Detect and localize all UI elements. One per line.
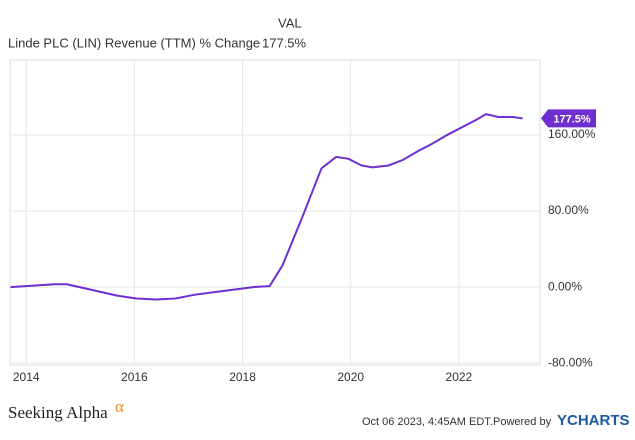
x-tick-label: 2022	[446, 370, 473, 384]
y-tick-label: 160.00%	[548, 127, 596, 141]
legend-header: VAL	[278, 15, 302, 30]
value-badge	[541, 109, 596, 128]
date: Oct 06 2023, 4:45AM EDT.	[362, 416, 493, 428]
x-tick-label: 2020	[337, 370, 364, 384]
x-tick-label: 2018	[229, 370, 256, 384]
brand: Seeking Alpha	[8, 403, 108, 422]
y-tick-label: 0.00%	[548, 279, 582, 293]
legend-value: 177.5%	[262, 35, 307, 50]
y-tick-label: -80.00%	[548, 355, 593, 369]
plot-frame	[9, 59, 541, 366]
value-badge-label: 177.5%	[553, 113, 591, 125]
line	[10, 113, 523, 301]
powered-by: Powered by	[493, 416, 552, 428]
x-tick-label: 2016	[121, 370, 148, 384]
x-tick-label: 2014	[13, 370, 40, 384]
provider: YCHARTS	[557, 412, 630, 429]
chart-title: Linde PLC (LIN) Revenue (TTM) % Change	[8, 35, 260, 50]
brand-mark: α	[115, 397, 124, 416]
y-tick-label: 80.00%	[548, 203, 589, 217]
